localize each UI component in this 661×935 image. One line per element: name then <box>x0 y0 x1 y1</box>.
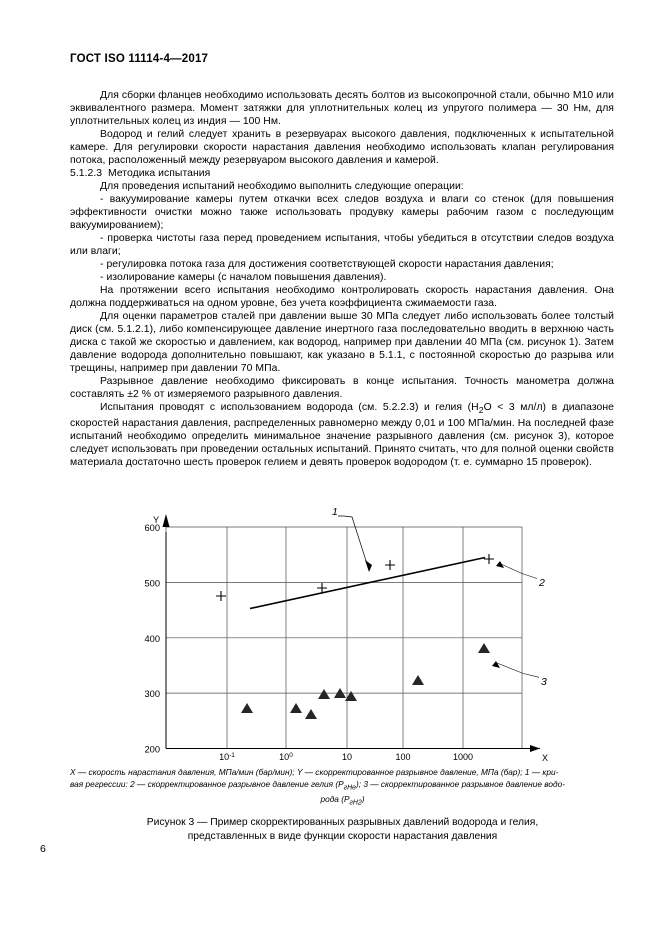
svg-text:100: 100 <box>395 752 410 762</box>
svg-text:200: 200 <box>144 745 160 755</box>
svg-text:10-1: 10-1 <box>219 752 235 763</box>
svg-text:100: 100 <box>279 752 293 763</box>
svg-text:1: 1 <box>332 506 338 518</box>
svg-text:Y: Y <box>153 515 159 525</box>
svg-text:X: X <box>542 753 548 763</box>
svg-text:300: 300 <box>144 689 160 699</box>
svg-text:400: 400 <box>144 634 160 644</box>
svg-text:2: 2 <box>538 577 545 589</box>
svg-text:500: 500 <box>144 578 160 588</box>
svg-text:1000: 1000 <box>453 752 473 762</box>
svg-text:3: 3 <box>541 676 547 688</box>
svg-text:10: 10 <box>342 752 352 762</box>
